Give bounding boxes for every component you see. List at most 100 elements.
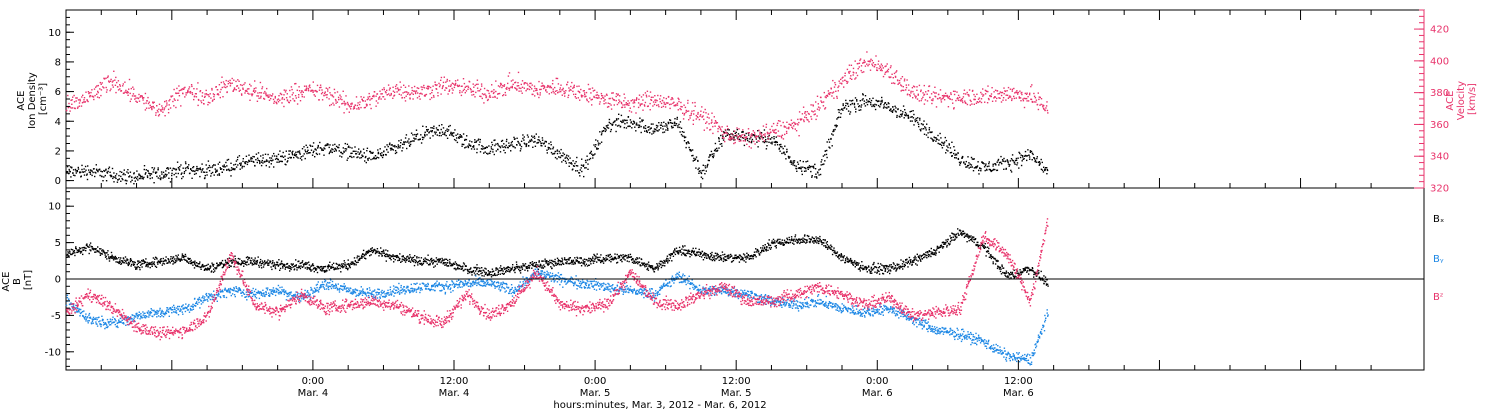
data-point bbox=[600, 141, 603, 143]
data-point bbox=[181, 254, 184, 257]
data-point bbox=[736, 127, 738, 129]
data-point bbox=[833, 130, 835, 132]
data-point bbox=[191, 92, 193, 94]
data-point bbox=[611, 92, 613, 94]
data-point bbox=[847, 110, 850, 112]
data-point bbox=[749, 138, 751, 140]
data-point bbox=[911, 116, 913, 118]
data-point bbox=[354, 260, 357, 263]
data-point bbox=[808, 165, 811, 167]
data-point bbox=[118, 262, 120, 265]
data-point bbox=[580, 167, 582, 169]
data-point bbox=[448, 125, 450, 128]
data-point bbox=[967, 156, 969, 158]
data-point bbox=[371, 251, 374, 254]
data-point bbox=[268, 99, 271, 101]
data-point bbox=[332, 266, 334, 269]
data-point bbox=[938, 139, 940, 141]
data-point bbox=[337, 268, 339, 270]
data-point bbox=[450, 263, 453, 265]
data-point bbox=[683, 140, 686, 142]
data-point bbox=[888, 102, 890, 105]
data-point bbox=[529, 139, 531, 142]
data-point bbox=[762, 141, 764, 143]
data-point bbox=[1044, 109, 1046, 112]
data-point bbox=[262, 261, 264, 264]
data-point bbox=[1007, 86, 1010, 89]
data-point bbox=[387, 145, 389, 148]
data-point bbox=[487, 98, 489, 101]
data-point bbox=[125, 89, 127, 92]
data-point bbox=[287, 160, 289, 162]
data-point bbox=[201, 169, 203, 171]
data-point bbox=[748, 134, 750, 136]
data-point bbox=[109, 80, 112, 82]
data-point bbox=[873, 105, 876, 108]
data-point bbox=[607, 127, 610, 129]
data-point bbox=[907, 117, 910, 119]
data-point bbox=[1000, 94, 1003, 97]
data-point bbox=[133, 261, 135, 263]
data-point bbox=[517, 85, 520, 87]
data-point bbox=[523, 264, 525, 266]
data-point bbox=[447, 129, 450, 131]
data-point bbox=[814, 163, 816, 166]
data-point bbox=[999, 97, 1001, 99]
data-point bbox=[234, 258, 237, 260]
data-point bbox=[540, 142, 542, 145]
data-point bbox=[1018, 151, 1020, 154]
data-point bbox=[343, 151, 345, 153]
data-point bbox=[514, 268, 516, 271]
data-point bbox=[562, 263, 565, 265]
data-point bbox=[1011, 90, 1013, 92]
data-point bbox=[156, 261, 159, 264]
data-point bbox=[263, 264, 265, 266]
data-point bbox=[313, 90, 315, 92]
data-point bbox=[477, 270, 480, 272]
data-point bbox=[399, 145, 402, 147]
data-point bbox=[422, 138, 424, 141]
data-point bbox=[1038, 96, 1040, 98]
data-point bbox=[813, 167, 815, 169]
data-point bbox=[394, 259, 396, 261]
data-point bbox=[751, 138, 754, 141]
data-point bbox=[658, 105, 660, 108]
data-point bbox=[937, 134, 939, 137]
data-point bbox=[935, 92, 937, 94]
data-point bbox=[550, 151, 553, 154]
data-point bbox=[423, 258, 425, 261]
data-point bbox=[454, 261, 457, 263]
data-point bbox=[299, 100, 302, 102]
data-point bbox=[188, 91, 190, 93]
data-point bbox=[512, 83, 514, 86]
data-point bbox=[163, 174, 165, 177]
data-point bbox=[263, 97, 265, 100]
data-point bbox=[239, 162, 241, 165]
data-point bbox=[629, 125, 631, 128]
data-point bbox=[912, 110, 914, 112]
data-point bbox=[108, 80, 110, 82]
data-point bbox=[797, 163, 800, 165]
data-point bbox=[306, 152, 308, 155]
data-point bbox=[977, 98, 980, 100]
data-point bbox=[180, 173, 182, 175]
data-point bbox=[532, 263, 534, 265]
data-point bbox=[401, 255, 403, 258]
data-point bbox=[673, 124, 675, 126]
data-point bbox=[74, 254, 76, 257]
data-point bbox=[975, 166, 977, 168]
data-point bbox=[514, 271, 516, 274]
data-point bbox=[828, 93, 831, 96]
data-point bbox=[402, 255, 404, 257]
data-point bbox=[567, 96, 569, 99]
data-point bbox=[831, 145, 833, 147]
data-point bbox=[692, 123, 694, 125]
data-point bbox=[476, 267, 478, 269]
data-point bbox=[879, 65, 881, 67]
data-point bbox=[490, 146, 492, 148]
data-point bbox=[401, 260, 403, 262]
data-point bbox=[178, 258, 181, 260]
data-point bbox=[402, 92, 404, 94]
data-point bbox=[315, 267, 317, 270]
data-point bbox=[1034, 97, 1037, 99]
